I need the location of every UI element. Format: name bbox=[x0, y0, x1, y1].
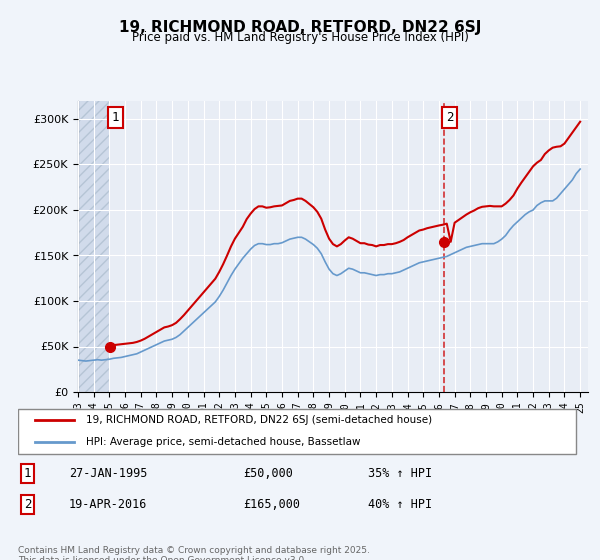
Text: 2: 2 bbox=[446, 111, 454, 124]
Bar bbox=[78, 101, 110, 392]
FancyBboxPatch shape bbox=[18, 409, 577, 454]
Text: £50,000: £50,000 bbox=[244, 467, 293, 480]
Text: £165,000: £165,000 bbox=[244, 498, 301, 511]
Text: 19, RICHMOND ROAD, RETFORD, DN22 6SJ: 19, RICHMOND ROAD, RETFORD, DN22 6SJ bbox=[119, 20, 481, 35]
Text: 1: 1 bbox=[23, 467, 31, 480]
Text: HPI: Average price, semi-detached house, Bassetlaw: HPI: Average price, semi-detached house,… bbox=[86, 437, 360, 447]
Text: Price paid vs. HM Land Registry's House Price Index (HPI): Price paid vs. HM Land Registry's House … bbox=[131, 31, 469, 44]
Text: 19, RICHMOND ROAD, RETFORD, DN22 6SJ (semi-detached house): 19, RICHMOND ROAD, RETFORD, DN22 6SJ (se… bbox=[86, 415, 432, 425]
Text: Contains HM Land Registry data © Crown copyright and database right 2025.
This d: Contains HM Land Registry data © Crown c… bbox=[18, 546, 370, 560]
Text: 2: 2 bbox=[23, 498, 31, 511]
Text: 40% ↑ HPI: 40% ↑ HPI bbox=[368, 498, 432, 511]
Text: 35% ↑ HPI: 35% ↑ HPI bbox=[368, 467, 432, 480]
Text: 27-JAN-1995: 27-JAN-1995 bbox=[69, 467, 147, 480]
Text: 19-APR-2016: 19-APR-2016 bbox=[69, 498, 147, 511]
Text: 1: 1 bbox=[112, 111, 119, 124]
